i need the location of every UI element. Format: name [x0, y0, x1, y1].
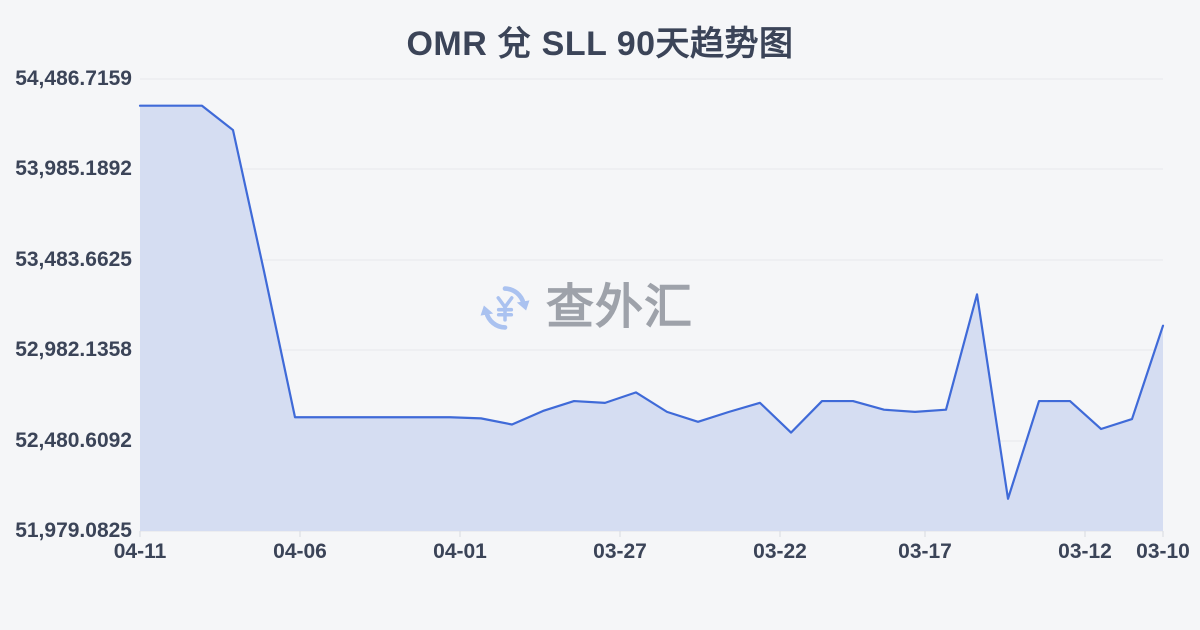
x-tick-label: 03-10	[1136, 540, 1190, 563]
page-title: OMR 兌 SLL 90天趋势图	[406, 25, 794, 63]
y-axis: 54,486.7159 53,985.1892 53,483.6625 52,982.…	[0, 0, 140, 630]
trend-line	[138, 104, 1165, 500]
x-tick-label: 03-27	[593, 540, 647, 563]
y-tick-label: 52,480.6092	[15, 429, 132, 452]
x-tick-label: 04-11	[113, 540, 167, 563]
y-tick-label: 53,985.1892	[15, 157, 132, 180]
x-tick-label: 03-12	[1058, 540, 1112, 563]
y-tick-label: 53,483.6625	[15, 248, 132, 271]
y-tick-label: 54,486.7159	[15, 67, 132, 90]
y-tick-label: 52,982.1358	[15, 338, 132, 361]
axis-tick-marks	[139, 531, 1164, 537]
x-tick-label: 04-01	[433, 540, 487, 563]
x-tick-label: 03-17	[898, 540, 952, 563]
x-tick-label: 04-06	[273, 540, 327, 563]
y-tick-label: 51,979.0825	[15, 519, 132, 542]
area-fill	[140, 105, 1163, 531]
x-tick-label: 03-22	[753, 540, 807, 563]
